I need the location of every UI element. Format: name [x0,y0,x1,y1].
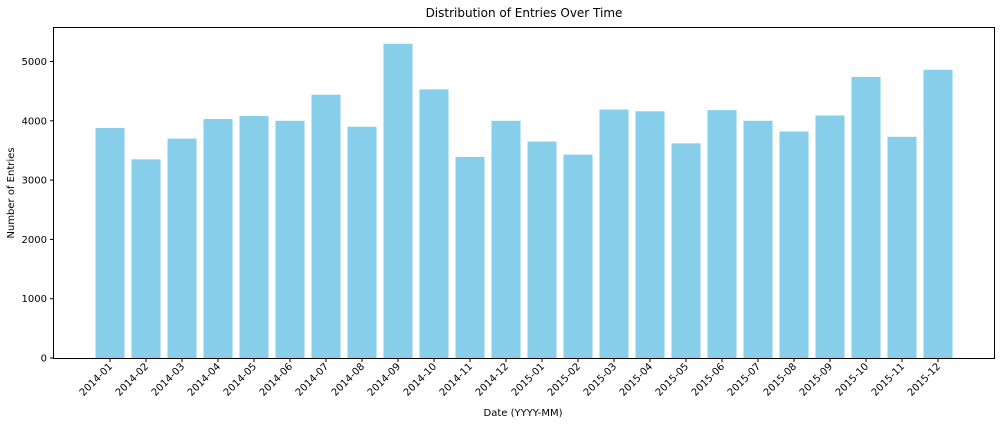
bar-2014-05 [239,116,269,358]
x-tick-label: 2014-11 [438,361,475,398]
bar-2014-12 [491,120,521,358]
x-tick-label: 2015-08 [762,361,799,398]
bar-2015-03 [599,109,629,359]
y-tick-label: 1000 [22,294,47,305]
y-tick-label: 0 [41,354,47,365]
bar-2014-07 [311,94,341,358]
y-tick-label: 5000 [22,57,47,68]
x-axis-ticks: 2014-012014-022014-032014-042014-052014-… [78,358,943,399]
bar-2014-06 [275,120,305,358]
x-tick-label: 2015-12 [906,361,943,398]
x-tick-label: 2014-03 [150,361,187,398]
x-tick-label: 2015-04 [618,361,655,398]
x-tick-label: 2015-06 [690,361,727,398]
x-tick-label: 2014-01 [78,361,115,398]
bar-2015-09 [815,115,845,358]
x-tick-label: 2015-10 [834,361,871,398]
bar-2014-09 [383,43,413,358]
bar-2015-08 [779,131,809,358]
y-axis-label: Number of Entries [6,148,17,239]
bars-group [95,43,953,359]
x-tick-label: 2015-05 [654,361,691,398]
bar-2015-04 [635,111,665,358]
x-tick-label: 2014-12 [474,361,511,398]
bar-2014-03 [167,138,197,358]
y-tick-label: 3000 [22,176,47,187]
bar-2014-04 [203,119,233,358]
bar-2015-12 [923,69,953,358]
x-tick-label: 2014-06 [258,361,295,398]
x-tick-label: 2014-10 [402,361,439,398]
x-axis-label: Date (YYYY-MM) [484,408,563,419]
bar-2014-11 [455,156,485,358]
bar-2014-08 [347,126,377,358]
plot-frame [53,27,995,359]
x-tick-label: 2015-11 [870,361,907,398]
x-tick-label: 2014-04 [186,361,223,398]
bar-2015-01 [527,141,557,358]
x-tick-label: 2015-09 [798,361,835,398]
bar-2015-11 [887,136,917,358]
x-tick-label: 2014-02 [114,361,151,398]
bar-2015-05 [671,143,701,358]
x-tick-label: 2014-08 [330,361,367,398]
y-axis-ticks: 0 1000 2000 3000 4000 5000 [22,57,54,365]
bar-2014-10 [419,89,449,358]
y-tick-label: 2000 [22,235,47,246]
bar-2014-01 [95,127,125,359]
bar-2015-07 [743,120,773,358]
chart-title: Distribution of Entries Over Time [426,6,623,20]
x-tick-label: 2015-07 [726,361,763,398]
bar-2015-10 [851,76,881,359]
bar-2015-06 [707,110,737,358]
bar-2014-02 [131,159,161,358]
x-tick-label: 2015-02 [546,361,583,398]
x-tick-label: 2015-01 [510,361,547,398]
x-tick-label: 2014-07 [294,361,331,398]
y-tick-label: 4000 [22,116,47,127]
x-tick-label: 2014-05 [222,361,259,398]
bar-2015-02 [563,154,593,358]
x-tick-label: 2014-09 [366,361,403,398]
x-tick-label: 2015-03 [582,361,619,398]
